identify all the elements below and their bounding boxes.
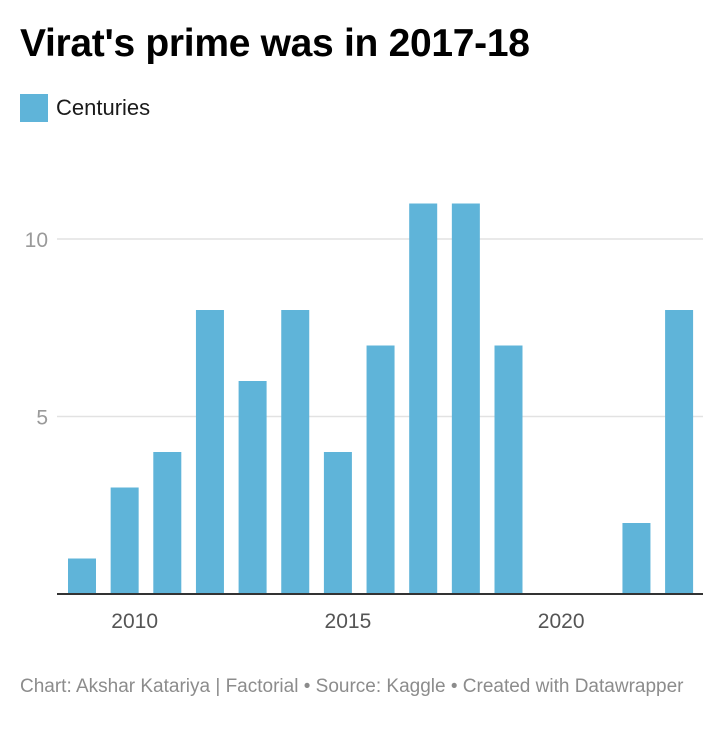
x-tick-label: 2020 [538,610,585,633]
x-tick-label: 2015 [325,610,372,633]
legend-swatch-centuries [20,94,48,122]
bar-2019 [494,345,523,594]
bar-2013 [238,381,267,594]
bar-2012 [195,310,224,594]
bar-2015 [323,452,352,594]
bar-2011 [153,452,182,594]
bar-2018 [451,203,480,594]
bar-2017 [409,203,438,594]
y-tick-label: 5 [36,407,48,430]
bar-2023 [665,310,694,594]
legend-label-centuries: Centuries [56,95,151,120]
x-tick-label: 2010 [111,610,158,633]
chart-footer: Chart: Akshar Katariya | Factorial • Sou… [20,676,684,697]
chart-title: Virat's prime was in 2017-18 [20,22,530,65]
y-tick-label: 10 [25,229,48,252]
bar-2022 [622,523,651,594]
legend: Centuries [20,94,150,122]
bar-chart: 5 10 2010 2015 2020 [25,203,703,633]
bar-2010 [110,487,139,594]
bar-2014 [281,310,310,594]
bar-2009 [68,558,96,594]
bar-2016 [366,345,395,594]
